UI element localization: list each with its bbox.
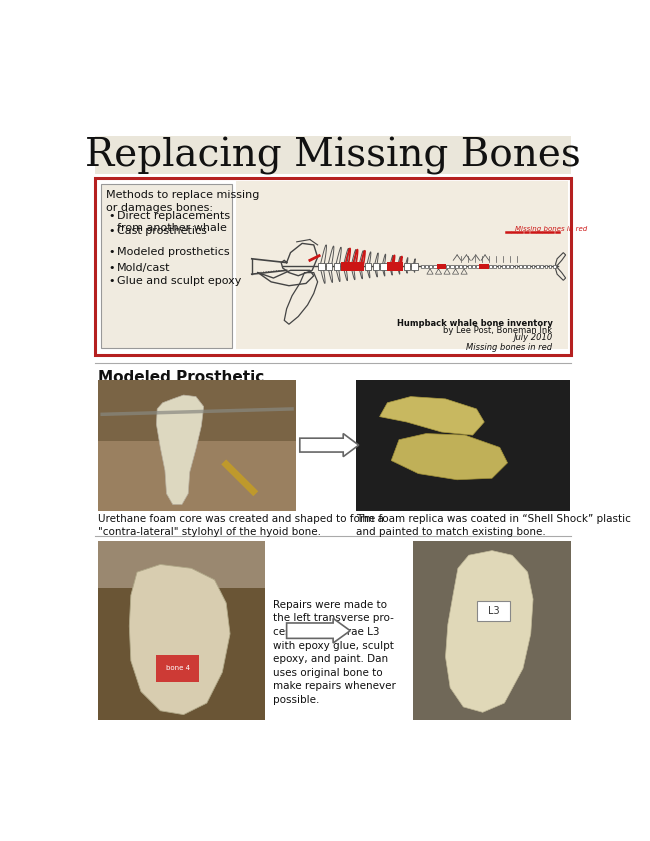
Text: Urethane foam core was created and shaped to form a
"contra-lateral" stylohyl of: Urethane foam core was created and shape…	[98, 514, 384, 537]
Bar	[380, 262, 387, 270]
Bar	[502, 265, 504, 268]
Bar	[437, 265, 441, 268]
Polygon shape	[391, 434, 508, 479]
Bar	[455, 265, 458, 268]
Bar	[318, 262, 324, 270]
Text: Mold/cast: Mold/cast	[117, 262, 170, 272]
Bar	[341, 262, 348, 271]
Text: Methods to replace missing
or damages bones:: Methods to replace missing or damages bo…	[106, 190, 259, 213]
FancyBboxPatch shape	[98, 542, 265, 588]
Bar	[527, 265, 530, 267]
FancyBboxPatch shape	[95, 135, 571, 174]
FancyBboxPatch shape	[477, 601, 510, 621]
FancyBboxPatch shape	[236, 181, 568, 349]
Bar	[476, 265, 479, 268]
Bar	[553, 265, 556, 267]
Text: Direct replacements
from another whale: Direct replacements from another whale	[117, 211, 230, 234]
Text: •: •	[109, 211, 115, 221]
Bar	[485, 265, 488, 268]
FancyArrow shape	[287, 618, 350, 643]
Bar	[545, 265, 547, 267]
FancyBboxPatch shape	[98, 442, 296, 510]
Bar	[434, 265, 437, 268]
Bar	[334, 262, 340, 270]
FancyBboxPatch shape	[101, 184, 231, 348]
Bar	[365, 262, 371, 270]
Text: Repairs were made to
the left transverse pro-
cess of vertebrae L3
with epoxy gl: Repairs were made to the left transverse…	[274, 600, 396, 705]
Bar	[388, 262, 395, 270]
Bar	[372, 262, 379, 270]
Bar	[459, 265, 462, 268]
Text: •: •	[109, 262, 115, 272]
Bar	[387, 262, 395, 271]
Bar	[523, 265, 526, 267]
Bar	[421, 265, 424, 268]
Text: Missing bones in red: Missing bones in red	[466, 342, 552, 352]
FancyBboxPatch shape	[95, 178, 571, 355]
Bar	[480, 264, 484, 269]
FancyBboxPatch shape	[413, 542, 571, 720]
Polygon shape	[129, 564, 230, 715]
FancyBboxPatch shape	[98, 542, 265, 720]
Bar	[497, 265, 500, 268]
Bar	[536, 265, 539, 267]
Bar	[342, 262, 348, 270]
Bar	[519, 265, 522, 267]
Bar	[532, 265, 534, 267]
Text: The foam replica was coated in “Shell Shock” plastic
and painted to match existi: The foam replica was coated in “Shell Sh…	[356, 514, 631, 537]
Bar	[493, 265, 496, 268]
Bar	[437, 264, 442, 269]
FancyArrow shape	[300, 434, 359, 457]
Bar	[506, 265, 509, 268]
Bar	[425, 265, 428, 268]
Text: Glue and sculpt epoxy: Glue and sculpt epoxy	[117, 277, 241, 287]
Bar	[326, 262, 332, 270]
Text: July 2010: July 2010	[514, 333, 552, 341]
Text: •: •	[109, 226, 115, 236]
Text: Cast prosthetics: Cast prosthetics	[117, 226, 207, 236]
Bar	[395, 262, 403, 271]
FancyBboxPatch shape	[98, 379, 296, 510]
Bar	[350, 262, 356, 270]
Text: by Lee Post, Boneman Ink: by Lee Post, Boneman Ink	[443, 325, 552, 335]
Text: Missing bones in red: Missing bones in red	[515, 226, 588, 232]
Bar	[472, 265, 475, 268]
Polygon shape	[445, 551, 533, 712]
Bar	[463, 265, 467, 268]
Bar	[549, 265, 551, 267]
Text: Replacing Missing Bones: Replacing Missing Bones	[85, 137, 581, 176]
Bar	[348, 262, 356, 271]
Bar	[515, 265, 517, 268]
Text: Modeled prosthetics: Modeled prosthetics	[117, 247, 229, 257]
Bar	[467, 265, 471, 268]
Polygon shape	[157, 395, 203, 505]
Text: Humpback whale bone inventory: Humpback whale bone inventory	[396, 319, 552, 328]
Bar	[404, 262, 410, 270]
Bar	[484, 264, 489, 269]
Bar	[540, 265, 543, 267]
Bar	[510, 265, 514, 268]
Bar	[356, 262, 364, 271]
Bar	[446, 265, 450, 268]
FancyBboxPatch shape	[413, 542, 571, 720]
Text: •: •	[109, 247, 115, 257]
Bar	[441, 264, 446, 269]
FancyBboxPatch shape	[356, 379, 569, 510]
Bar	[429, 265, 432, 268]
Bar	[357, 262, 363, 270]
Bar	[480, 265, 484, 268]
FancyBboxPatch shape	[157, 655, 199, 682]
Bar	[450, 265, 454, 268]
Bar	[442, 265, 445, 268]
Text: L3: L3	[488, 606, 499, 616]
Text: bone 4: bone 4	[166, 665, 190, 671]
Polygon shape	[380, 397, 484, 435]
Bar	[411, 262, 417, 270]
Text: Modeled Prosthetic: Modeled Prosthetic	[98, 370, 265, 385]
Text: •: •	[109, 277, 115, 287]
Bar	[396, 262, 402, 270]
Bar	[489, 265, 492, 268]
